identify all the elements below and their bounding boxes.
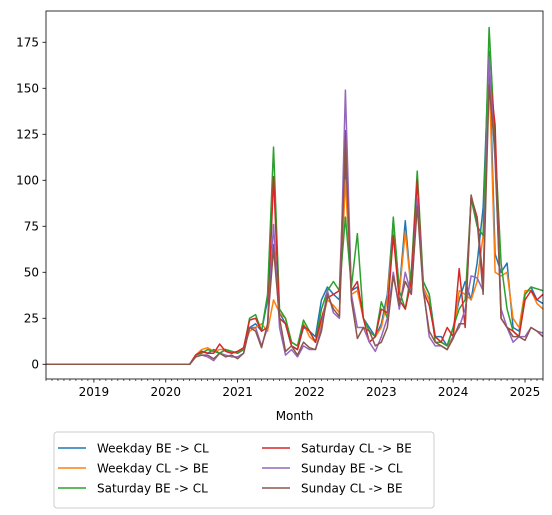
legend-label: Saturday BE -> CL — [97, 481, 208, 495]
plot-frame — [45, 10, 544, 380]
legend: Weekday BE -> CL Weekday CL -> BE Saturday… — [53, 431, 435, 509]
plot-area — [46, 11, 543, 379]
y-tick-label: 50 — [24, 266, 39, 280]
x-tick-label: 2019 — [79, 385, 110, 399]
x-tick-label: 2025 — [510, 385, 541, 399]
y-axis: 0 25 50 75 100 125 150 175 — [16, 36, 46, 372]
y-tick-label: 75 — [24, 220, 39, 234]
y-tick-label: 100 — [16, 174, 39, 188]
legend-label: Sunday CL -> BE — [301, 481, 403, 495]
legend-label: Saturday CL -> BE — [301, 441, 412, 455]
legend-frame — [53, 431, 435, 509]
y-tick-label: 0 — [31, 358, 39, 372]
legend-label: Weekday CL -> BE — [97, 461, 209, 475]
y-tick-label: 125 — [16, 128, 39, 142]
x-tick-label: 2022 — [294, 385, 325, 399]
x-axis-label: Month — [276, 409, 314, 423]
y-tick-label: 150 — [16, 82, 39, 96]
legend-label: Weekday BE -> CL — [97, 441, 209, 455]
series-layer — [46, 26, 544, 366]
series-line-6 — [46, 83, 544, 366]
y-tick-label: 25 — [24, 312, 39, 326]
x-tick-label: 2023 — [366, 385, 397, 399]
x-tick-label: 2024 — [438, 385, 469, 399]
x-tick-label: 2020 — [150, 385, 181, 399]
legend-label: Sunday BE -> CL — [301, 461, 403, 475]
x-axis: 2019 2020 2021 2022 2023 2024 2025 — [45, 379, 544, 399]
y-tick-label: 175 — [16, 36, 39, 50]
x-tick-label: 2021 — [222, 385, 253, 399]
